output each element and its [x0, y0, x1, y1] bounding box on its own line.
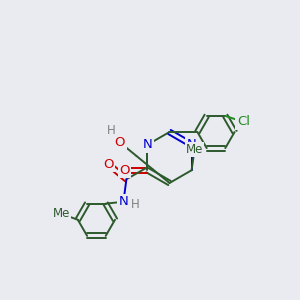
Text: O: O	[103, 158, 114, 171]
Text: O: O	[120, 164, 130, 177]
Text: H: H	[131, 198, 140, 211]
Text: Cl: Cl	[237, 116, 250, 128]
Text: H: H	[106, 124, 116, 137]
Text: Me: Me	[52, 207, 70, 220]
Text: Me: Me	[186, 143, 203, 156]
Text: N: N	[142, 138, 152, 151]
Text: O: O	[115, 136, 125, 149]
Text: N: N	[187, 138, 196, 151]
Text: N: N	[118, 195, 128, 208]
